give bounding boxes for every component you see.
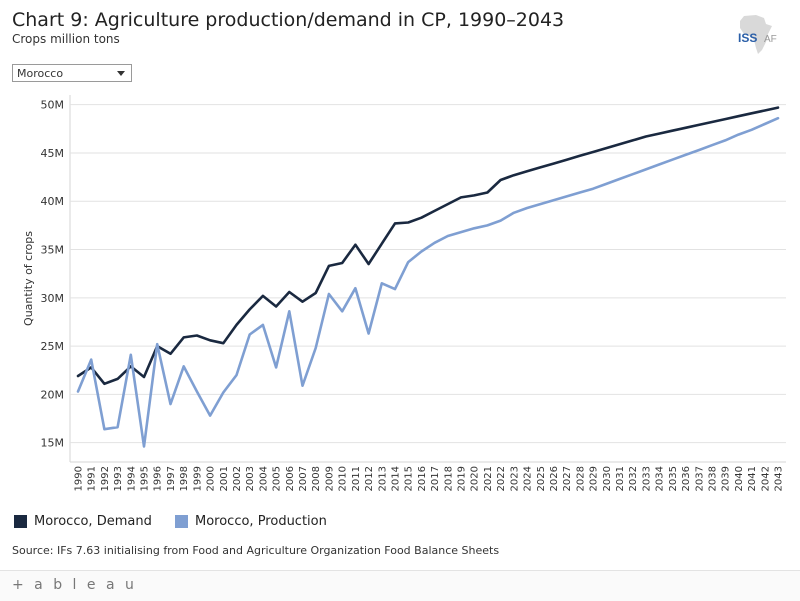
x-tick-label: 1999 (192, 466, 203, 491)
legend-swatch-production (175, 515, 188, 528)
x-tick-label: 2034 (655, 466, 666, 491)
y-tick-label: 30M (41, 292, 65, 305)
series-line-production[interactable] (76, 116, 780, 448)
legend-label-production: Morocco, Production (195, 514, 327, 529)
x-tick-label: 1990 (74, 466, 85, 491)
x-tick-label: 2025 (536, 466, 547, 491)
x-tick-label: 2002 (232, 466, 243, 491)
iss-africa-logo: ISS AF (738, 15, 777, 54)
x-tick-label: 2012 (364, 466, 375, 491)
x-tick-label: 2033 (641, 466, 652, 491)
y-tick-label: 35M (41, 244, 65, 257)
x-tick-label: 2037 (694, 466, 705, 491)
x-tick-label: 2000 (206, 466, 217, 491)
x-tick-label: 1997 (166, 466, 177, 491)
x-tick-label: 2020 (470, 466, 481, 491)
x-tick-label: 2026 (549, 466, 560, 491)
y-tick-label: 15M (41, 437, 65, 450)
x-tick-label: 2028 (575, 466, 586, 491)
x-tick-label: 2014 (390, 466, 401, 491)
x-tick-label: 2003 (245, 466, 256, 491)
legend-label-demand: Morocco, Demand (34, 514, 152, 529)
x-tick-label: 2023 (509, 466, 520, 491)
tableau-footer: + a b l e a u (0, 570, 800, 601)
country-select-value: Morocco (17, 67, 64, 80)
x-tick-label: 2027 (562, 466, 573, 491)
x-tick-label: 2001 (219, 466, 230, 491)
legend-item-demand[interactable]: Morocco, Demand (14, 514, 152, 529)
source-note: Source: IFs 7.63 initialising from Food … (12, 544, 500, 557)
logo-suffix: AF (764, 34, 777, 45)
x-tick-label: 1996 (153, 466, 164, 491)
tableau-logo[interactable]: + a b l e a u (12, 577, 137, 593)
x-tick-label: 2006 (285, 466, 296, 491)
country-select[interactable]: Morocco (12, 64, 132, 82)
series-line-demand[interactable] (76, 106, 780, 386)
x-tick-label: 2019 (457, 466, 468, 491)
x-tick-label: 2032 (628, 466, 639, 491)
africa-map-icon (740, 15, 772, 54)
y-tick-label: 40M (41, 195, 65, 208)
x-tick-label: 2031 (615, 466, 626, 491)
x-tick-label: 2043 (774, 466, 785, 491)
x-tick-label: 2005 (272, 466, 283, 491)
chart-subtitle: Crops million tons (12, 32, 120, 46)
legend-item-production[interactable]: Morocco, Production (175, 514, 327, 529)
x-tick-label: 2030 (602, 466, 613, 491)
x-axis: 1990 1991 1992 1993 1994 1995 1996 1997 1998 1999… (74, 466, 785, 491)
x-tick-label: 2010 (338, 466, 349, 491)
x-tick-label: 2015 (404, 466, 415, 491)
x-tick-label: 1998 (179, 466, 190, 491)
x-tick-label: 2038 (707, 466, 718, 491)
x-tick-label: 2029 (589, 466, 600, 491)
chart-title: Chart 9: Agriculture production/demand i… (12, 9, 565, 31)
x-tick-label: 1994 (126, 466, 137, 491)
y-tick-label: 50M (41, 99, 65, 112)
y-tick-label: 45M (41, 147, 65, 160)
logo-text: ISS (738, 31, 757, 45)
x-tick-label: 2008 (311, 466, 322, 491)
grid-lines (69, 95, 786, 463)
x-tick-label: 2022 (496, 466, 507, 491)
x-tick-label: 2017 (430, 466, 441, 491)
x-tick-label: 2041 (747, 466, 758, 491)
y-axis-label: Quantity of crops (22, 231, 35, 326)
x-tick-label: 2009 (324, 466, 335, 491)
x-tick-label: 2040 (734, 466, 745, 491)
x-tick-label: 2018 (443, 466, 454, 491)
y-axis: 15M 20M 25M 30M 35M 40M 45M 50M (41, 99, 65, 450)
series-group (76, 106, 780, 448)
x-tick-label: 2011 (351, 466, 362, 491)
y-tick-label: 20M (41, 388, 65, 401)
x-tick-label: 2021 (483, 466, 494, 491)
x-tick-label: 2007 (298, 466, 309, 491)
legend-swatch-demand (14, 515, 27, 528)
x-tick-label: 2039 (721, 466, 732, 491)
x-tick-label: 2035 (668, 466, 679, 491)
x-tick-label: 2024 (523, 466, 534, 491)
x-tick-label: 2036 (681, 466, 692, 491)
x-tick-label: 2013 (377, 466, 388, 491)
x-tick-label: 1993 (113, 466, 124, 491)
x-tick-label: 1992 (100, 466, 111, 491)
x-tick-label: 2016 (417, 466, 428, 491)
x-tick-label: 2042 (760, 466, 771, 491)
y-tick-label: 25M (41, 340, 65, 353)
x-tick-label: 2004 (258, 466, 269, 491)
chevron-down-icon[interactable] (117, 71, 125, 76)
x-tick-label: 1991 (87, 466, 98, 491)
x-tick-label: 1995 (140, 466, 151, 491)
